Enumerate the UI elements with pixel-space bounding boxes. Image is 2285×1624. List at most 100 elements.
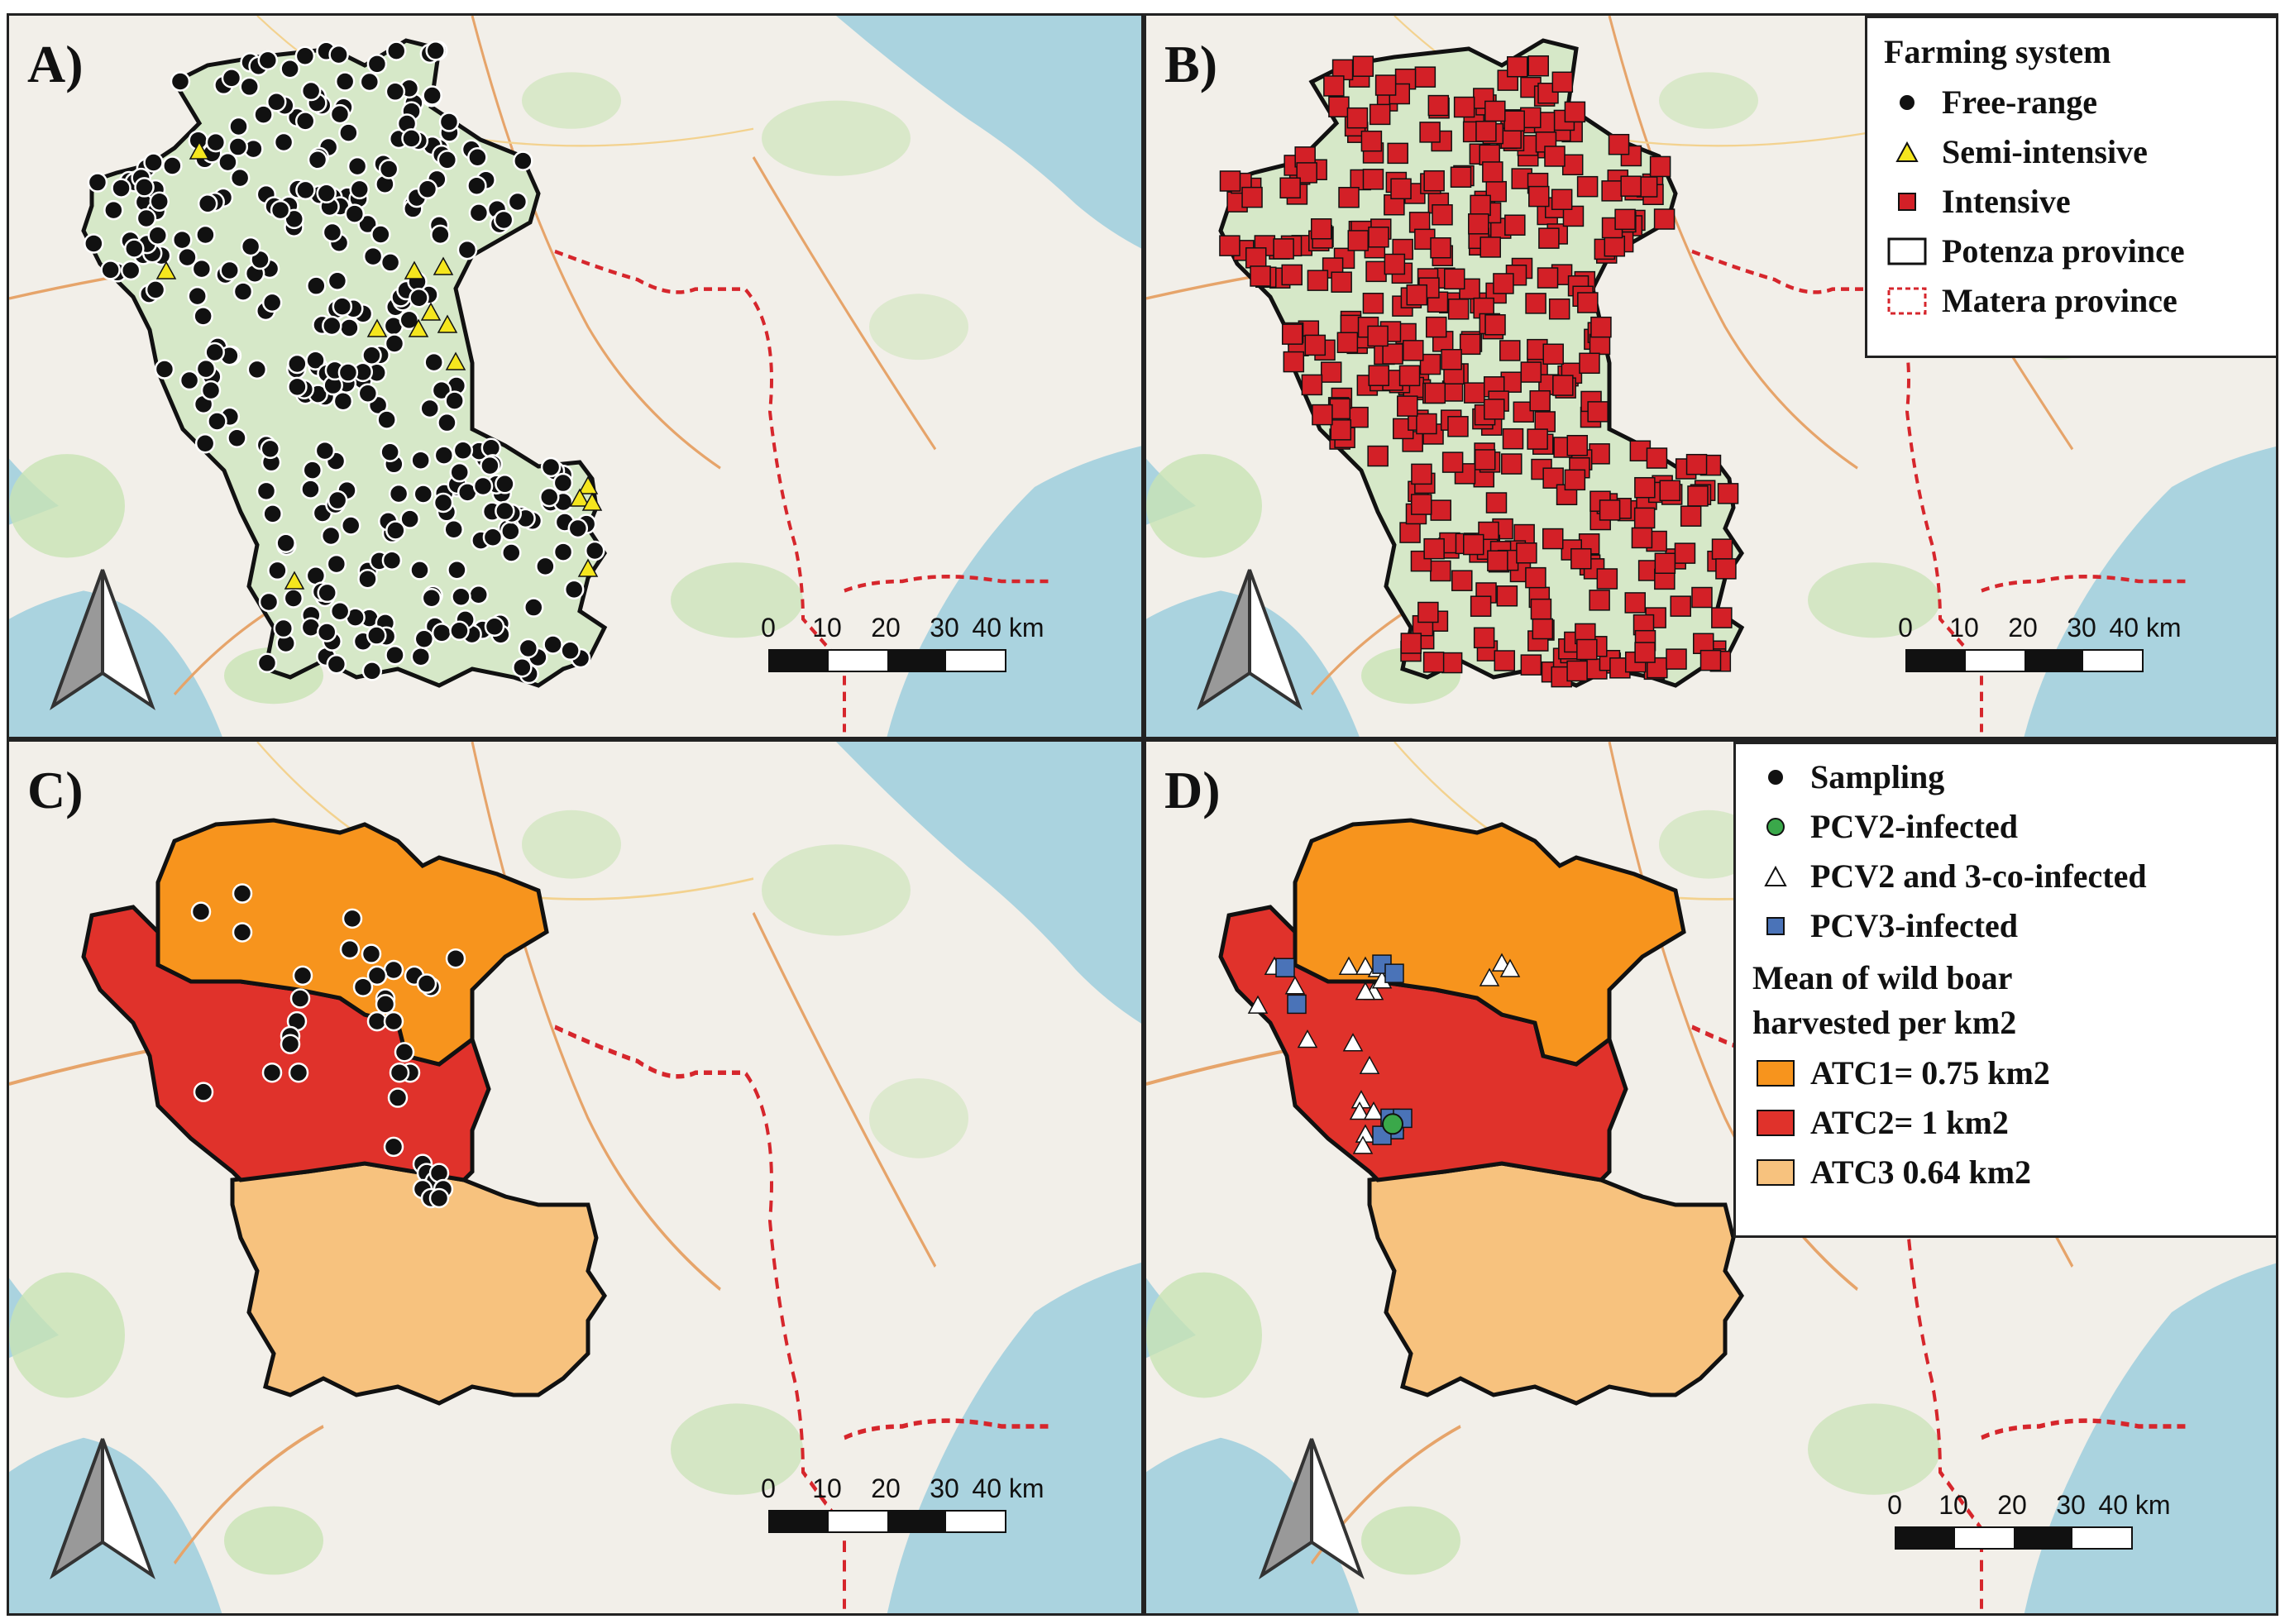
free-range-marker — [320, 525, 342, 547]
legend-item-intensive: Intensive — [1884, 177, 2259, 227]
free-range-marker — [327, 270, 348, 291]
free-range-marker — [294, 111, 316, 131]
free-range-marker — [512, 657, 533, 678]
free-range-marker — [422, 85, 442, 106]
orange-swatch-icon — [1752, 1053, 1799, 1094]
intensive-marker — [1520, 361, 1542, 383]
free-range-marker — [493, 209, 514, 231]
free-range-marker — [191, 258, 213, 279]
intensive-marker — [1432, 204, 1453, 226]
intensive-marker — [1347, 230, 1369, 251]
panel-b: B) 0 10 20 30 40 km Farming system Free-… — [1144, 13, 2278, 739]
intensive-marker — [1653, 208, 1676, 230]
intensive-marker — [1323, 75, 1345, 97]
intensive-marker — [1410, 494, 1432, 515]
intensive-marker — [1368, 365, 1389, 386]
intensive-marker — [1527, 55, 1549, 77]
intensive-marker — [1320, 361, 1342, 383]
sampling-marker — [383, 959, 404, 981]
intensive-marker — [1470, 595, 1492, 617]
coinfected-marker — [1359, 1055, 1380, 1075]
free-range-marker — [162, 155, 183, 176]
intensive-marker — [1387, 142, 1408, 165]
green-circle-icon — [1752, 806, 1799, 848]
free-range-marker — [552, 542, 574, 562]
free-range-marker — [124, 238, 145, 259]
black-outline-box-icon — [1884, 231, 1930, 272]
coinfected-marker — [1338, 956, 1360, 975]
free-range-marker — [413, 628, 435, 649]
free-range-marker — [347, 155, 368, 177]
semi-intensive-marker — [408, 318, 429, 337]
free-range-marker — [384, 333, 405, 354]
intensive-marker — [1403, 340, 1424, 361]
free-range-marker — [410, 646, 432, 667]
free-range-marker — [409, 287, 429, 308]
intensive-marker — [1329, 398, 1351, 420]
panel-label-c: C) — [27, 761, 84, 819]
semi-intensive-marker — [445, 351, 466, 370]
intensive-marker — [1397, 395, 1418, 417]
free-range-marker — [326, 654, 347, 675]
free-range-marker — [143, 152, 164, 173]
free-range-marker — [366, 625, 387, 646]
intensive-marker — [1577, 292, 1599, 313]
intensive-marker — [1715, 558, 1737, 580]
free-range-marker — [154, 359, 175, 380]
intensive-marker — [1484, 399, 1505, 420]
yellow-triangle-icon — [1884, 131, 1930, 173]
sampling-points — [190, 883, 466, 1209]
intensive-marker — [1340, 314, 1362, 337]
semi-intensive-marker — [569, 488, 590, 507]
free-range-marker — [270, 199, 291, 221]
intensive-marker — [1685, 453, 1708, 475]
free-range-marker — [417, 179, 438, 200]
intensive-marker — [1441, 451, 1464, 473]
intensive-marker — [1273, 238, 1294, 260]
free-range-marker — [433, 445, 455, 466]
intensive-marker — [1423, 537, 1445, 560]
coinfected-marker — [1499, 958, 1521, 977]
free-range-marker — [307, 150, 328, 170]
free-range-marker — [287, 376, 308, 398]
free-range-marker — [567, 518, 589, 539]
free-range-marker — [431, 380, 452, 401]
intensive-marker — [1424, 382, 1446, 404]
intensive-marker — [1441, 349, 1462, 370]
intensive-marker — [1352, 55, 1374, 77]
intensive-marker — [1475, 121, 1497, 142]
intensive-marker — [1369, 103, 1391, 126]
intensive-marker — [1576, 638, 1598, 661]
legend-item-coinfected: PCV2 and 3-co-infected — [1752, 852, 2259, 901]
free-range-marker — [495, 474, 515, 494]
free-range-marker — [484, 616, 505, 638]
intensive-marker — [1579, 352, 1600, 375]
intensive-marker — [1596, 568, 1618, 590]
free-range-marker — [317, 582, 337, 604]
infection-points — [1247, 953, 1794, 1154]
semi-intensive-marker — [189, 141, 210, 160]
intensive-marker — [1410, 550, 1432, 572]
intensive-marker — [1423, 170, 1445, 192]
intensive-marker — [1416, 413, 1437, 435]
intensive-marker — [1474, 449, 1496, 470]
sampling-marker — [352, 977, 374, 997]
sampling-marker — [366, 965, 388, 986]
legend-subtitle-2: harvested per km2 — [1752, 1004, 2017, 1041]
free-range-marker — [302, 460, 323, 480]
free-range-marker — [258, 591, 280, 613]
free-range-marker — [433, 492, 454, 513]
semi-intensive-marker — [284, 571, 305, 590]
map-a — [9, 16, 1141, 737]
intensive-marker — [1368, 227, 1389, 248]
intensive-marker — [1296, 162, 1317, 184]
intensive-marker — [1551, 71, 1574, 93]
intensive-marker — [1346, 107, 1369, 129]
free-range-marker — [306, 275, 327, 296]
free-range-marker — [340, 515, 361, 536]
sampling-marker — [383, 1136, 404, 1158]
free-range-marker — [472, 475, 494, 497]
intensive-marker — [1451, 570, 1473, 591]
intensive-marker — [1484, 100, 1506, 122]
intensive-marker — [1633, 507, 1656, 529]
